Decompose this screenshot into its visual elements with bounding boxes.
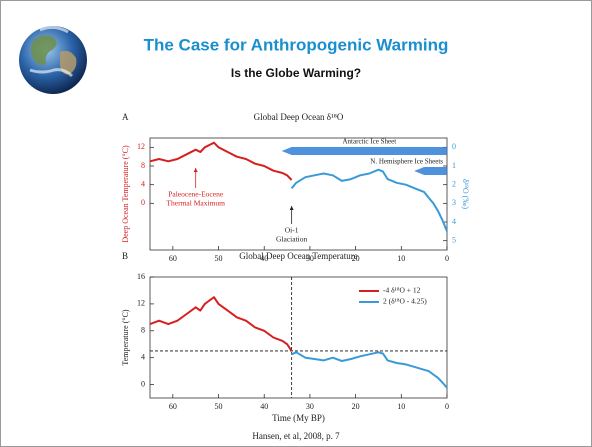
- series-line: [291, 351, 448, 389]
- y-tick-label: 12: [137, 142, 145, 151]
- x-tick-label: 60: [169, 254, 177, 263]
- x-tick-label: 10: [397, 254, 405, 263]
- x-tick-label: 50: [215, 402, 223, 411]
- chart-title: Global Deep Ocean δ¹⁸O: [254, 112, 344, 122]
- plot-frame: [149, 137, 448, 251]
- y2-axis-label: δ¹⁸O (‰): [461, 179, 470, 209]
- x-tick-label: 20: [352, 254, 360, 263]
- y-axis-label: Deep Ocean Temperature (°C): [121, 145, 130, 243]
- y2-tick-label: 3: [452, 198, 456, 207]
- y2-tick-label: 4: [452, 217, 456, 226]
- slide-title: The Case for Anthropogenic Warming: [144, 35, 449, 54]
- annotation-arrowhead: [193, 168, 198, 172]
- x-tick-label: 30: [306, 254, 314, 263]
- y-tick-label: 8: [141, 326, 145, 335]
- annotation: Glaciation: [276, 235, 307, 244]
- globe-icon: [19, 25, 87, 94]
- y2-tick-label: 2: [452, 179, 456, 188]
- series-line: [149, 141, 293, 181]
- annotation: Oi-1: [285, 226, 299, 235]
- band-label: Antarctic Ice Sheet: [343, 138, 397, 146]
- series-line: [149, 296, 293, 352]
- y-axis-label: Temperature (°C): [121, 309, 130, 366]
- y-tick-label: 8: [141, 161, 145, 170]
- x-tick-label: 0: [445, 254, 449, 263]
- x-tick-label: 0: [445, 402, 449, 411]
- ice-sheet-band: [281, 147, 447, 155]
- citation: Hansen, et al, 2008, p. 7: [252, 431, 340, 441]
- annotation: Paleocene-Eocene: [168, 190, 224, 199]
- annotation-arrowhead: [289, 206, 294, 210]
- legend-label: -4 δ¹⁸O + 12: [383, 286, 421, 295]
- plot-frame: [149, 276, 448, 399]
- y-tick-label: 4: [141, 352, 145, 361]
- y2-tick-label: 5: [452, 235, 456, 244]
- x-tick-label: 50: [215, 254, 223, 263]
- annotation: Thermal Maximum: [166, 199, 225, 208]
- x-tick-label: 40: [260, 402, 268, 411]
- slide-subtitle: Is the Globe Warming?: [231, 66, 361, 80]
- x-tick-label: 60: [169, 402, 177, 411]
- panel-label: B: [122, 251, 128, 261]
- series-line: [290, 168, 448, 232]
- x-axis-label: Time (My BP): [272, 413, 325, 423]
- y-tick-label: 4: [141, 179, 145, 188]
- chart-title: Global Deep Ocean Temperature: [239, 251, 357, 261]
- y2-tick-label: 0: [452, 142, 456, 151]
- x-tick-label: 10: [397, 402, 405, 411]
- legend-label: 2 (δ¹⁸O - 4.25): [383, 297, 427, 306]
- ice-sheet-band: [414, 167, 447, 175]
- y-tick-label: 12: [137, 299, 145, 308]
- y-tick-label: 0: [141, 379, 145, 388]
- panel-label: A: [122, 112, 129, 122]
- x-tick-label: 40: [260, 254, 268, 263]
- x-tick-label: 20: [352, 402, 360, 411]
- y2-tick-label: 1: [452, 161, 456, 170]
- y-tick-label: 0: [141, 198, 145, 207]
- y-tick-label: 16: [137, 272, 145, 281]
- band-label: N. Hemisphere Ice Sheets: [370, 158, 443, 166]
- x-tick-label: 30: [306, 402, 314, 411]
